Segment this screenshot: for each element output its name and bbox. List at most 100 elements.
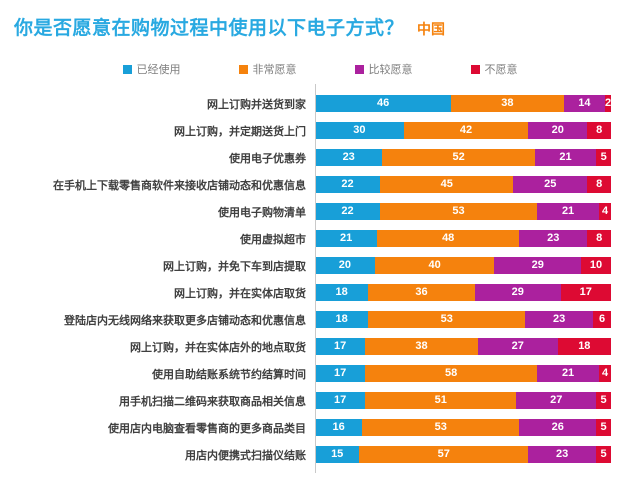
legend-swatch-icon — [238, 64, 248, 74]
segment-value: 29 — [511, 286, 524, 298]
category-label: 在手机上下载零售商软件来接收店铺动态和优惠信息 — [53, 179, 306, 192]
category-label: 使用电子优惠券 — [229, 152, 306, 165]
segment-value: 22 — [341, 205, 354, 217]
segment-value: 27 — [550, 394, 563, 406]
bar-segment: 23 — [525, 311, 594, 328]
bar-segment: 8 — [587, 176, 611, 193]
legend-swatch-icon — [470, 64, 480, 74]
bar-segment: 4 — [599, 203, 611, 220]
bar-segment: 5 — [596, 392, 611, 409]
stacked-bar-chart: 网上订购并送货到家 46 38 14 2 网上订购，并定期送货上门 30 42 20 8 使用电子优… — [0, 84, 640, 473]
bar-segment: 6 — [593, 311, 611, 328]
bar-segment: 23 — [528, 446, 597, 463]
segment-value: 38 — [501, 97, 514, 109]
segment-value: 48 — [442, 232, 455, 244]
bar-segment: 17 — [315, 338, 366, 355]
category-label: 登陆店内无线网络来获取更多店铺动态和优惠信息 — [64, 314, 306, 327]
stacked-bar: 17 58 21 4 — [315, 365, 611, 382]
bar-segment: 42 — [403, 122, 529, 139]
legend-label: 不愿意 — [484, 64, 518, 76]
segment-value: 23 — [553, 313, 566, 325]
category-label: 网上订购，并在实体店取货 — [174, 287, 306, 300]
chart-row: 登陆店内无线网络来获取更多店铺动态和优惠信息 18 53 23 6 — [0, 306, 640, 333]
segment-value: 23 — [342, 151, 355, 163]
bar-segment: 27 — [516, 392, 597, 409]
segment-value: 5 — [600, 394, 607, 406]
stacked-bar: 30 42 20 8 — [315, 122, 611, 139]
chart-row: 用手机扫描二维码来获取商品相关信息 17 51 27 5 — [0, 387, 640, 414]
bar-segment: 21 — [315, 230, 378, 247]
bar-segment: 29 — [494, 257, 582, 274]
bar-segment: 5 — [596, 419, 611, 436]
segment-value: 8 — [596, 232, 603, 244]
bar-segment: 25 — [513, 176, 588, 193]
stacked-bar: 17 38 27 18 — [315, 338, 611, 355]
segment-value: 8 — [596, 124, 603, 136]
bar-segment: 53 — [368, 311, 526, 328]
bar-segment: 18 — [315, 284, 369, 301]
category-label: 网上订购，并定期送货上门 — [174, 125, 306, 138]
category-label: 用店内便携式扫描仪结账 — [185, 449, 306, 462]
segment-value: 17 — [334, 394, 347, 406]
segment-value: 23 — [556, 448, 569, 460]
segment-value: 21 — [561, 205, 575, 217]
legend-swatch-icon — [122, 64, 132, 74]
bar-segment: 21 — [536, 365, 600, 382]
y-axis-line — [315, 84, 316, 473]
bar-segment: 18 — [557, 338, 611, 355]
bar-segment: 8 — [587, 230, 611, 247]
bar-segment: 53 — [362, 419, 520, 436]
stacked-bar: 22 45 25 8 — [315, 176, 611, 193]
bar-segment: 20 — [528, 122, 588, 139]
stacked-bar: 15 57 23 5 — [315, 446, 611, 463]
bar-segment: 14 — [563, 95, 606, 112]
segment-value: 53 — [440, 313, 453, 325]
bar-segment: 16 — [315, 419, 363, 436]
chart-title: 你是否愿意在购物过程中使用以下电子方式？ — [14, 18, 405, 39]
bar-segment: 38 — [451, 95, 564, 112]
bar-segment: 29 — [474, 284, 561, 301]
segment-value: 17 — [334, 340, 347, 352]
bar-segment: 21 — [534, 149, 597, 166]
bar-segment: 52 — [382, 149, 535, 166]
segment-value: 21 — [339, 232, 353, 244]
segment-value: 53 — [452, 205, 465, 217]
bar-segment: 27 — [477, 338, 558, 355]
chart-row: 使用虚拟超市 21 48 23 8 — [0, 225, 640, 252]
chart-row: 网上订购，并免下车到店提取 20 40 29 10 — [0, 252, 640, 279]
category-label: 使用自助结账系统节约结算时间 — [152, 368, 306, 381]
bar-segment: 17 — [560, 284, 611, 301]
segment-value: 2 — [604, 97, 612, 109]
bar-segment: 26 — [519, 419, 597, 436]
segment-value: 38 — [415, 340, 428, 352]
segment-value: 6 — [599, 313, 606, 325]
segment-value: 4 — [601, 205, 609, 217]
chart-row: 网上订购，并定期送货上门 30 42 20 8 — [0, 117, 640, 144]
chart-row: 使用电子购物清单 22 53 21 4 — [0, 198, 640, 225]
category-label: 使用电子购物清单 — [218, 206, 306, 219]
legend-label: 比较愿意 — [368, 64, 413, 76]
segment-value: 29 — [531, 259, 544, 271]
segment-value: 18 — [578, 340, 591, 352]
segment-value: 27 — [511, 340, 524, 352]
segment-value: 5 — [600, 421, 607, 433]
chart-region-label: 中国 — [417, 21, 446, 37]
segment-value: 21 — [559, 151, 572, 163]
chart-row: 使用店内电脑查看零售商的更多商品类目 16 53 26 5 — [0, 414, 640, 441]
segment-value: 30 — [353, 124, 366, 136]
legend-item: 不愿意 — [470, 61, 518, 77]
bar-segment: 23 — [519, 230, 588, 247]
segment-value: 52 — [452, 151, 465, 163]
page-title: 你是否愿意在购物过程中使用以下电子方式？ 中国 — [14, 13, 640, 40]
bar-segment: 48 — [377, 230, 520, 247]
stacked-bar: 20 40 29 10 — [315, 257, 611, 274]
legend-label: 非常愿意 — [252, 64, 297, 76]
chart-row: 网上订购，并在实体店取货 18 36 29 17 — [0, 279, 640, 306]
category-label: 用手机扫描二维码来获取商品相关信息 — [119, 395, 306, 408]
chart-row: 在手机上下载零售商软件来接收店铺动态和优惠信息 22 45 25 8 — [0, 171, 640, 198]
segment-value: 36 — [415, 286, 428, 298]
bar-segment: 40 — [374, 257, 495, 274]
segment-value: 17 — [579, 286, 592, 298]
segment-value: 10 — [589, 259, 603, 271]
